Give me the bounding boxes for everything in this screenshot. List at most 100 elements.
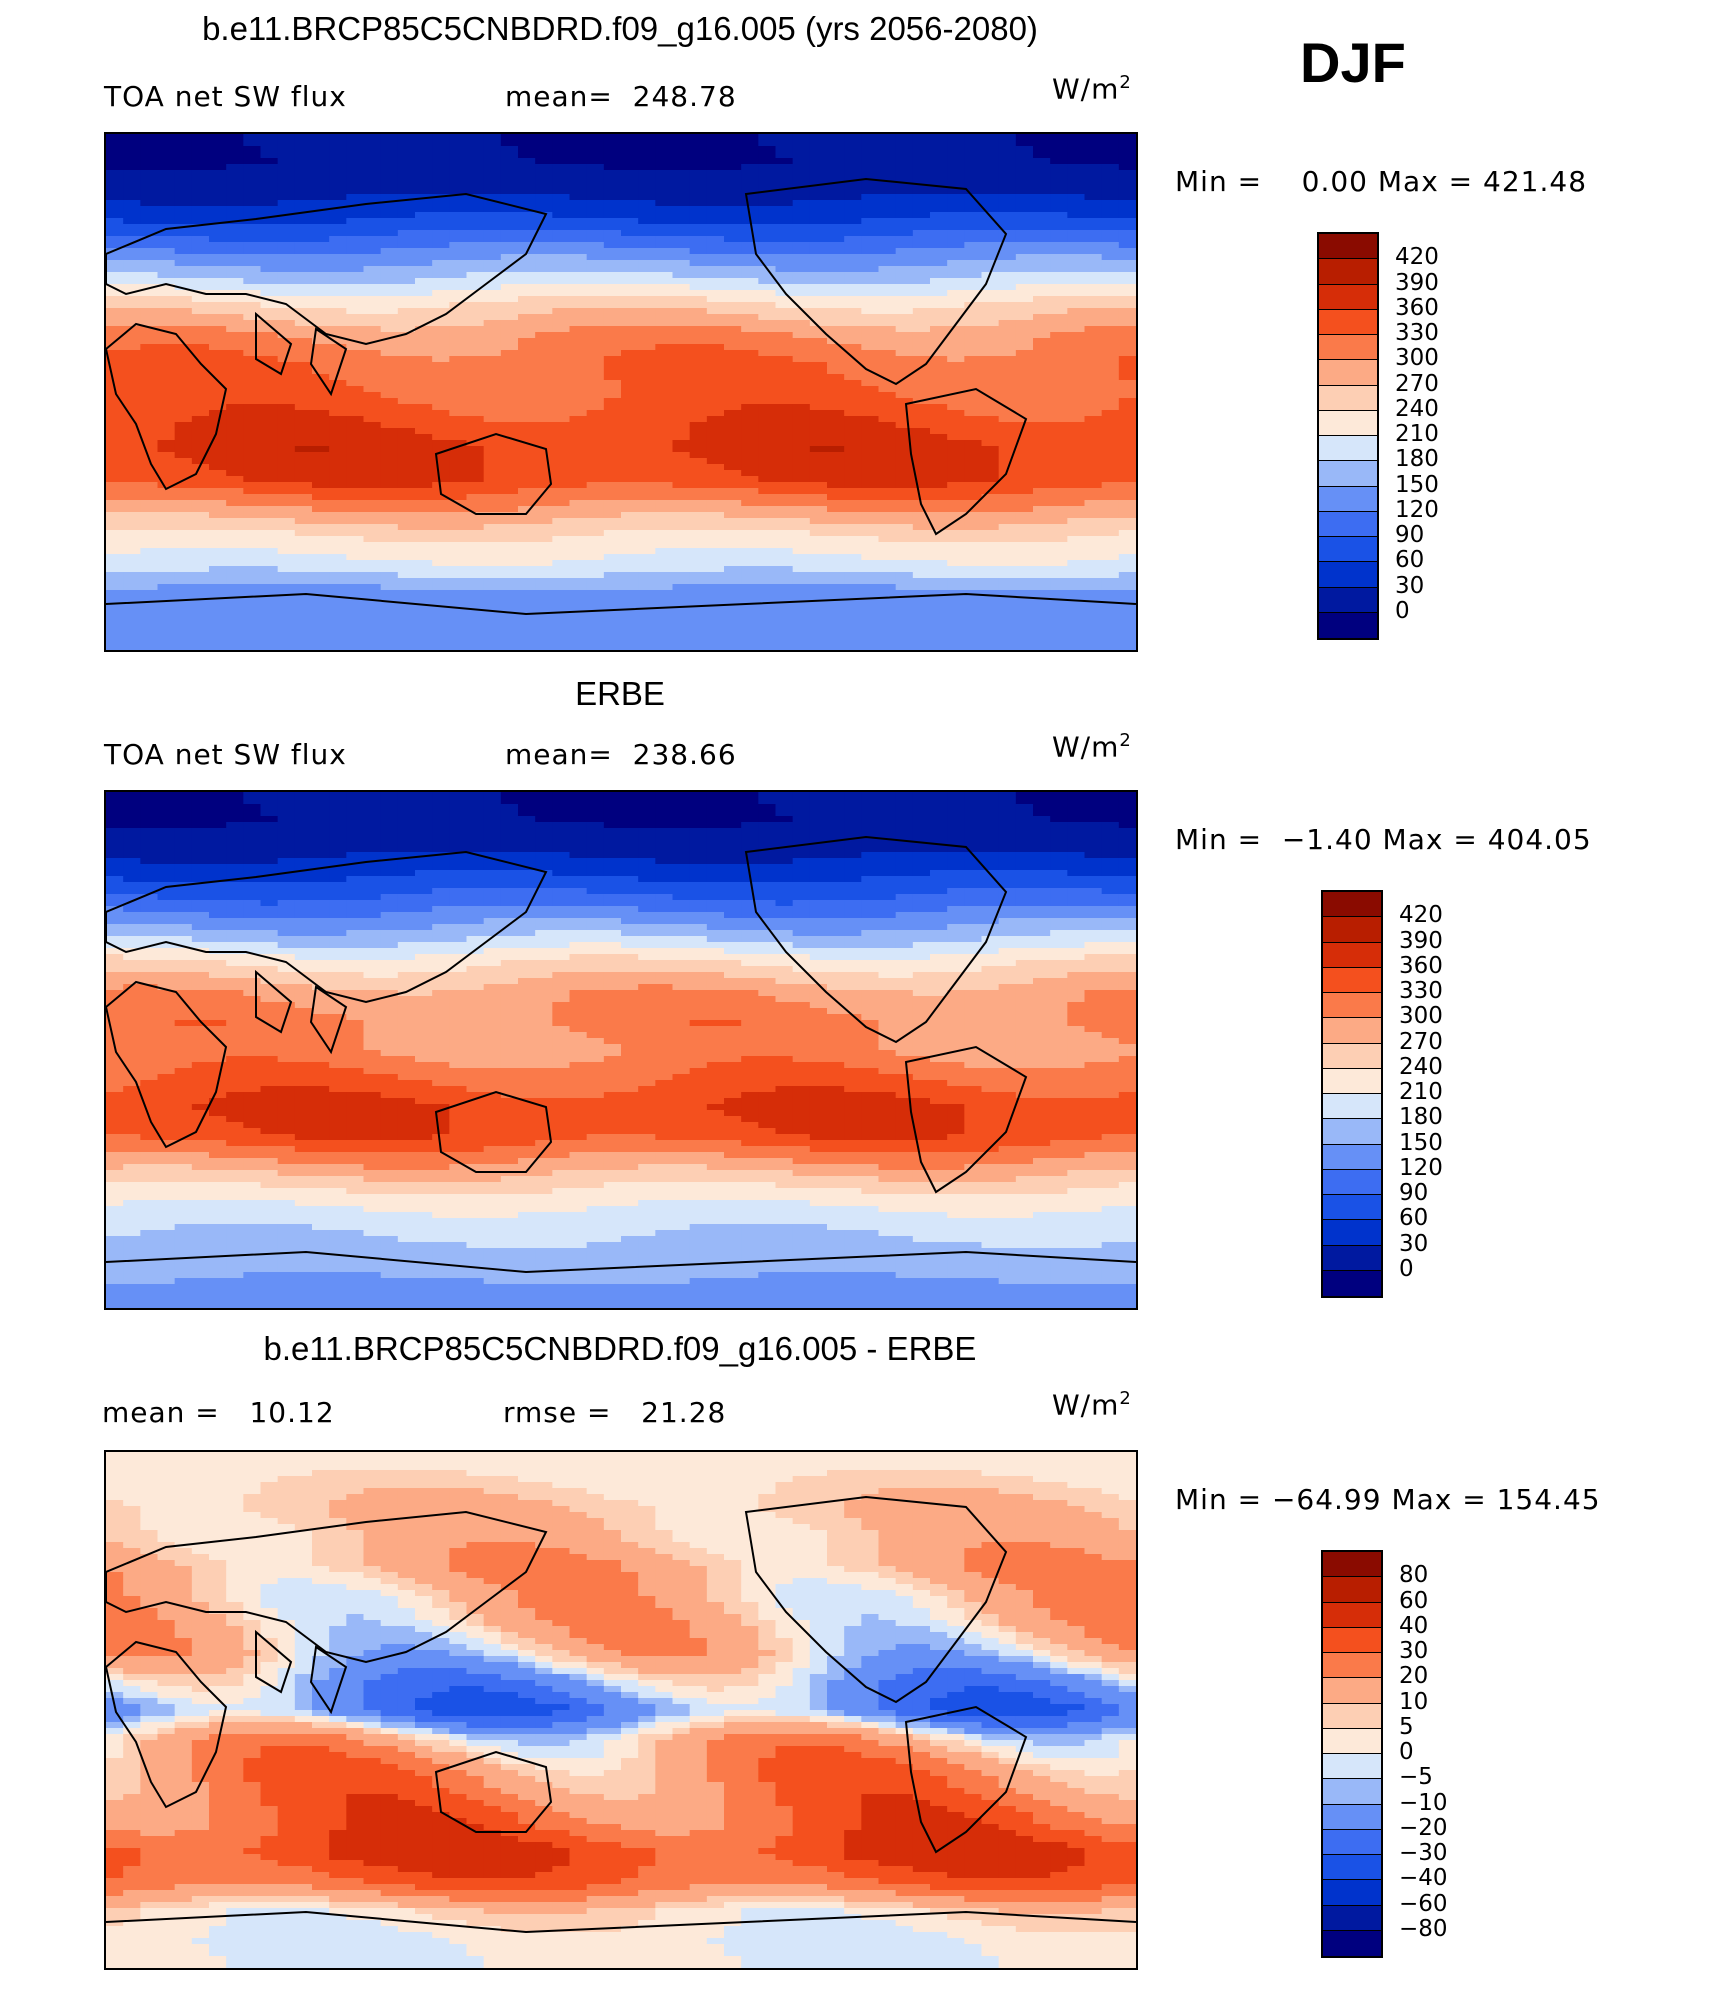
map-cell [1084,428,1103,435]
map-cell [603,200,622,207]
map-cell [1118,464,1136,471]
map-cell [157,560,176,567]
map-cell [655,368,674,375]
map-cell [586,182,605,189]
map-cell [638,272,656,279]
map-cell [432,410,450,417]
map-cell [294,626,313,633]
map-cell [724,248,742,255]
map-cell [1033,236,1051,243]
map-cell [998,410,1017,417]
map-cell [415,614,433,621]
map-cell [947,290,965,297]
map-cell [312,296,330,303]
map-cell [724,458,742,465]
map-cell [689,536,708,543]
map-cell [758,182,777,189]
map-cell [1050,326,1068,333]
map-cell [312,560,330,567]
map-cell [1084,386,1103,393]
map-cell [638,452,656,459]
map-cell [552,164,571,171]
map-cell [998,494,1017,501]
map-cell [724,416,742,423]
map-cell [106,278,124,285]
map-cell [191,392,210,399]
map-cell [500,230,519,237]
map-cell [981,164,1000,171]
map-cell [415,170,433,177]
map-cell [106,482,124,489]
map-cell [209,578,227,585]
map-cell [500,488,519,495]
map-cell [638,512,656,519]
map-cell [844,392,862,399]
map-cell [363,374,382,381]
map-cell [621,374,639,381]
map-cell [397,218,416,225]
map-cell [1101,422,1120,429]
map-cell [415,362,433,369]
map-cell [397,548,416,555]
map-cell [260,494,279,501]
map-cell [672,536,691,543]
map-cell [981,596,1000,603]
map-cell [689,236,708,243]
map-cell [1015,512,1034,519]
map-cell [397,530,416,537]
map-cell [397,602,416,609]
map-cell [1033,506,1051,513]
map-cell [964,188,983,195]
map-cell [260,260,279,267]
map-cell [449,422,468,429]
map-cell [603,428,622,435]
map-cell [638,236,656,243]
map-cell [1067,626,1086,633]
map-cell [1050,398,1068,405]
map-cell [861,212,880,219]
map-cell [1101,164,1120,171]
map-cell [603,596,622,603]
map-cell [243,308,262,315]
map-cell [758,566,777,573]
map-cell [312,290,330,297]
map-cell [415,308,433,315]
map-cell [483,170,502,177]
map-cell [758,548,777,555]
map-cell [621,482,639,489]
map-cell [775,458,794,465]
map-cell [964,464,983,471]
map-cell [1084,440,1103,447]
map-cell [466,182,485,189]
map-cell [397,596,416,603]
map-cell [1067,296,1086,303]
map-cell [363,332,382,339]
map-cell [397,440,416,447]
map-cell [1015,266,1034,273]
map-cell [466,590,485,597]
map-cell [741,536,759,543]
map-cell [363,344,382,351]
map-cell [603,368,622,375]
map-cell [621,170,639,177]
map-cell [397,554,416,561]
map-cell [397,320,416,327]
map-cell [500,560,519,567]
map-cell [1015,218,1034,225]
map-cell [174,194,193,201]
map-cell [312,242,330,249]
map-cell [346,470,365,477]
map-cell [1101,590,1120,597]
map-cell [981,344,1000,351]
map-cell [294,410,313,417]
map-cell [603,524,622,531]
map-cell [363,296,382,303]
map-cell [775,236,794,243]
map-cell [741,338,759,345]
map-cell [552,200,571,207]
map-cell [706,206,725,213]
map-cell [878,398,897,405]
map-cell [655,212,674,219]
map-cell [432,626,450,633]
map-cell [415,146,433,153]
